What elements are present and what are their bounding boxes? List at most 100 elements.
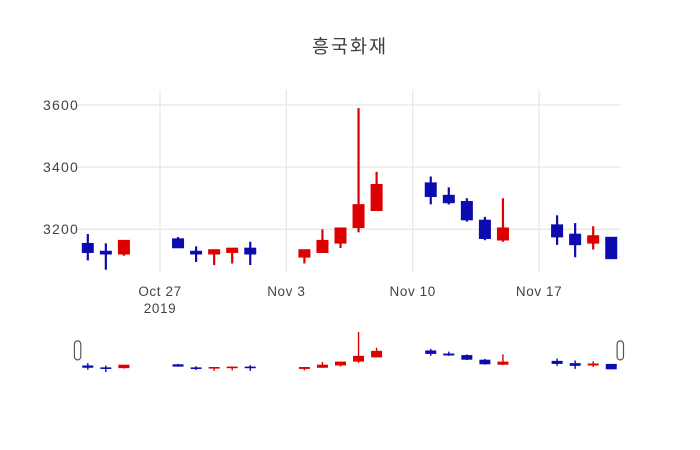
candle[interactable] [424,176,437,205]
range-slider-candle [82,363,94,370]
range-slider-candle [605,363,617,370]
range-slider-candle [551,358,563,366]
y-axis-labels: 3200 3400 3600 [43,97,79,237]
candle-body [226,247,239,253]
range-slider-candle-body [353,355,365,362]
range-slider-candle [353,332,365,363]
candle-body [190,250,203,255]
candles-main [81,108,618,270]
gridlines [75,90,621,272]
candle-body [334,227,347,244]
range-slider-candle-body [425,350,437,354]
range-slider-candle [190,366,202,371]
range-slider-candle [461,354,473,361]
candle-body [244,247,257,255]
range-slider-candle [316,362,328,368]
range-slider-track[interactable] [75,328,621,376]
range-slider-candle-body [479,359,491,365]
candle[interactable] [190,246,203,262]
range-slider-candle [497,354,509,366]
range-slider-candle [425,348,437,356]
candle[interactable] [569,223,582,258]
candle[interactable] [587,226,600,250]
range-slider-candle-body [244,366,256,369]
range-slider-candle-body [298,367,310,369]
range-slider-handle-right[interactable] [616,340,625,361]
candle[interactable] [117,239,130,256]
range-slider-handle-left[interactable] [73,340,82,361]
candle-body [208,249,221,255]
candle[interactable] [226,247,239,264]
plot-area[interactable] [75,90,621,272]
candle-body [81,243,94,253]
chart-title: 흥국화재 [311,36,389,57]
x-tick-label: Oct 27 [138,284,181,299]
range-slider [73,328,625,376]
candle[interactable] [172,237,185,249]
range-slider-candle-body [371,350,383,358]
y-tick-label: 3400 [43,159,79,175]
candle-body [352,204,365,229]
range-slider-candle-body [82,365,94,368]
range-slider-candle [587,361,599,367]
range-slider-candle [226,366,238,371]
range-slider-candle [118,364,130,369]
range-slider-candle-body [551,360,563,364]
candle[interactable] [442,187,455,205]
range-slider-candle-body [335,361,346,366]
range-slider-candle [172,363,184,367]
range-slider-candle-body [208,367,220,369]
candle-body [478,219,491,239]
range-slider-candle [100,365,112,372]
range-slider-candle [371,347,383,358]
candle-body [370,183,383,211]
candle-body [172,238,185,249]
candle-body [316,239,329,253]
range-slider-candle-body [605,363,617,370]
candle[interactable] [334,227,347,248]
x-tick-label: Nov 17 [516,284,562,299]
range-slider-candle-body [316,364,328,368]
y-tick-label: 3600 [43,97,79,113]
candle-body [298,249,311,258]
range-slider-candle [244,365,256,371]
range-slider-candle-body [443,353,455,356]
range-slider-candle-body [569,363,581,366]
range-slider-candle-body [461,355,473,360]
range-slider-candle [443,351,455,356]
candle-body [605,236,618,260]
candle-body [569,233,582,246]
y-tick-label: 3200 [43,221,79,237]
candle[interactable] [551,215,564,245]
candle[interactable] [370,171,383,211]
candle[interactable] [208,249,221,266]
candle[interactable] [496,198,509,242]
candle[interactable] [352,108,365,233]
candle[interactable] [99,243,112,270]
range-slider-candle-body [100,367,112,369]
x-axis-labels: Oct 27 2019 Nov 3 Nov 10 Nov 17 [138,284,562,316]
range-slider-candle [298,367,310,371]
range-slider-candle [335,361,346,367]
range-slider-candle-body [118,364,130,369]
candle-body [587,235,600,244]
range-slider-candle-body [497,361,509,365]
candle[interactable] [244,241,257,266]
candle[interactable] [605,236,618,260]
candle[interactable] [81,233,94,261]
x-tick-year-label: 2019 [144,301,176,316]
candle[interactable] [298,249,311,264]
candle[interactable] [316,229,329,253]
candle-body [460,201,473,221]
range-slider-candle [208,367,220,371]
x-tick-label: Nov 10 [390,284,436,299]
range-slider-candle-body [172,364,184,367]
range-slider-candle [569,360,581,369]
candle-body [424,182,437,197]
candle[interactable] [460,198,473,222]
range-slider-candle [479,358,491,365]
candle[interactable] [478,216,491,241]
range-slider-candle-body [587,363,599,366]
